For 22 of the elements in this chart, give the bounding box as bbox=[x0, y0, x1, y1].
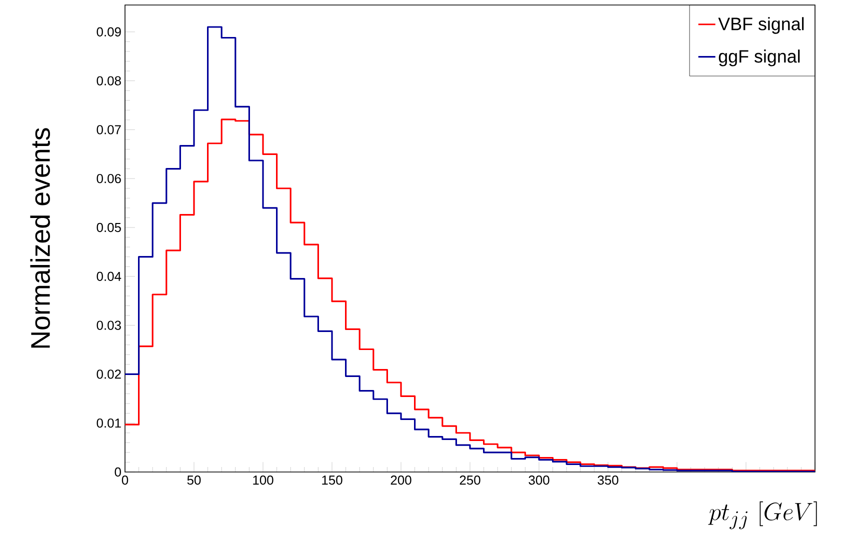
y-tick-label: 0 bbox=[114, 467, 121, 477]
y-tick-label: 0.06 bbox=[96, 174, 121, 184]
x-tick-label: 150 bbox=[322, 476, 342, 485]
y-axis-title: Normalized events bbox=[30, 128, 50, 348]
y-tick-label: 0.05 bbox=[96, 222, 121, 232]
y-tick-label: 0.04 bbox=[96, 272, 122, 281]
x-tick-label: 250 bbox=[460, 476, 480, 485]
legend-label: VBF signal bbox=[718, 17, 804, 34]
x-axis-title: $pt_{jj}\ [GeV]$ bbox=[708, 501, 817, 530]
x-tick-label: 350 bbox=[598, 476, 618, 485]
x-tick-label: 50 bbox=[187, 476, 201, 485]
y-tick-label: 0.07 bbox=[96, 125, 121, 134]
y-tick-label: 0.03 bbox=[96, 320, 121, 330]
x-tick-label: 0 bbox=[122, 476, 128, 485]
legend-label: ggF signal bbox=[718, 50, 800, 66]
y-tick-label: 0.09 bbox=[96, 27, 121, 36]
x-tick-label: 200 bbox=[390, 476, 412, 485]
x-tick-label: 100 bbox=[253, 476, 274, 485]
y-tick-label: 0.08 bbox=[96, 76, 121, 86]
y-tick-label: 0.02 bbox=[96, 370, 121, 379]
x-tick-label: 300 bbox=[528, 476, 550, 485]
y-tick-label: 0.01 bbox=[96, 418, 121, 428]
